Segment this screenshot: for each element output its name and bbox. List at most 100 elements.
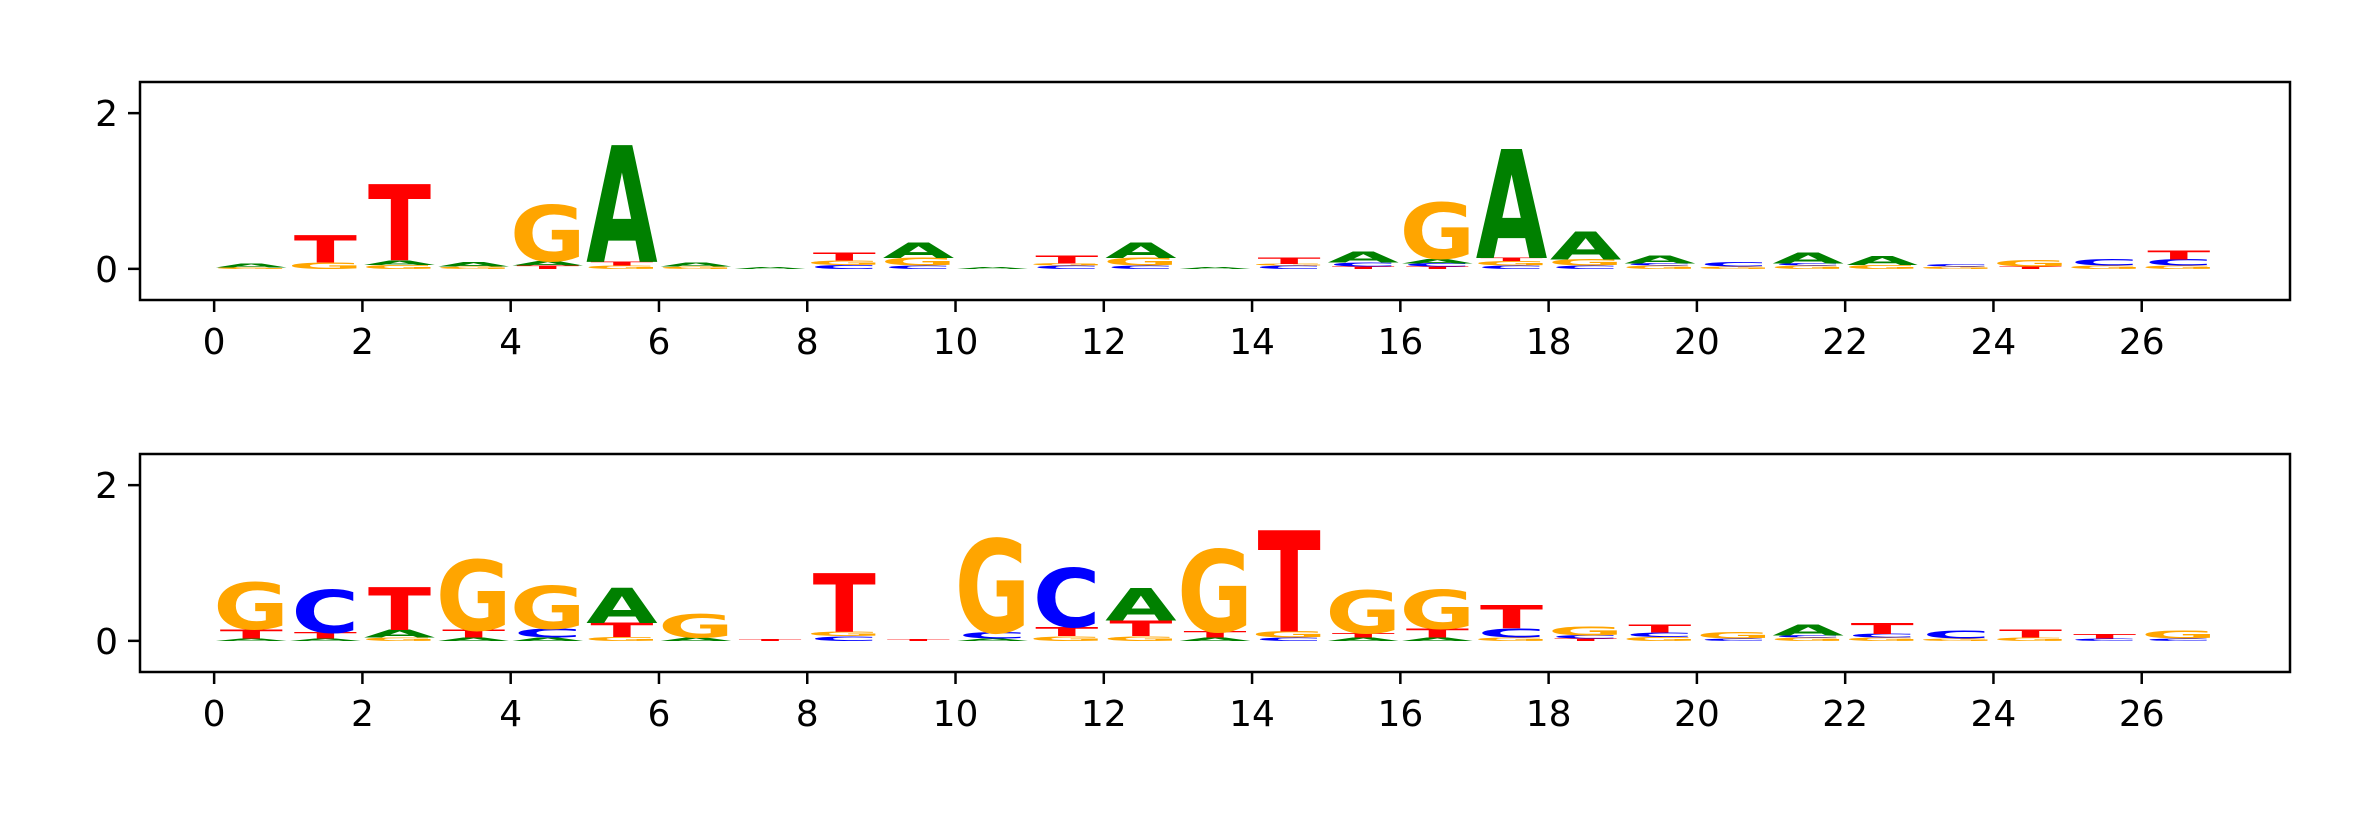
x-tick-label: 14	[1229, 322, 1275, 363]
logo-letter-A: A	[438, 637, 510, 642]
logo-letter-C: C	[1922, 264, 1990, 268]
logo-letter-A: A	[1105, 580, 1177, 632]
logo-letter-G: G	[881, 256, 957, 268]
logo-letter-C: C	[1700, 261, 1768, 268]
logo-letter-T: T	[516, 265, 580, 270]
logo-letter-C: C	[2145, 258, 2213, 268]
x-tick-label: 22	[1822, 694, 1868, 735]
logo-letter-A: A	[364, 628, 436, 640]
logo-letter-C: C	[885, 265, 953, 270]
logo-letter-A: A	[512, 637, 584, 642]
logo-letter-T: T	[1406, 626, 1469, 641]
logo-letter-T: T	[294, 228, 357, 271]
logo-letter-A: A	[883, 238, 955, 263]
x-tick-label: 24	[1971, 694, 2017, 735]
logo-letter-C: C	[514, 626, 582, 641]
x-tick-label: 0	[203, 322, 226, 363]
logo-letter-G: G	[1474, 260, 1550, 267]
x-tick-label: 0	[203, 694, 226, 735]
logo-letter-G: G	[1548, 624, 1624, 639]
logo-letter-T: T	[442, 628, 505, 640]
logo-letter-C: C	[1255, 265, 1323, 270]
x-tick-label: 8	[796, 694, 819, 735]
logo-letter-G: G	[1993, 637, 2069, 642]
logo-letter-T: T	[1480, 599, 1543, 636]
logo-letter-G: G	[1622, 265, 1698, 270]
logo-letter-G: G	[955, 514, 1031, 663]
logo-letter-A: A	[957, 638, 1029, 642]
logo-letter-C: C	[291, 578, 359, 646]
logo-letter-G: G	[658, 266, 734, 270]
logo-letter-G: G	[1622, 636, 1698, 642]
logo-letter-G: G	[1770, 265, 1846, 270]
logo-letter-A: A	[660, 637, 732, 642]
logo-letter-T: T	[1332, 266, 1396, 270]
logo-letter-T: T	[590, 619, 654, 641]
logo-letter-C: C	[1107, 265, 1175, 270]
x-tick-label: 20	[1674, 694, 1720, 735]
x-tick-label: 6	[648, 694, 671, 735]
logo-letter-G: G	[1474, 637, 1550, 642]
logo-letter-A: A	[586, 114, 658, 300]
axes-frame	[138, 80, 2292, 302]
logo-letter-G: G	[806, 259, 882, 266]
x-tick-label: 22	[1822, 322, 1868, 363]
logo-letter-A: A	[957, 267, 1029, 269]
logo-letter-T: T	[1332, 632, 1395, 639]
logo-letter-C: C	[1774, 635, 1842, 639]
logo-letter-A: A	[1328, 249, 1400, 266]
logo-letter-A: A	[1328, 637, 1400, 642]
logo-letter-C: C	[810, 264, 878, 270]
logo-letter-G: G	[1770, 637, 1846, 642]
logo-letter-T: T	[1035, 254, 1098, 266]
logo-letter-A: A	[290, 638, 362, 642]
logo-letter-G: G	[1325, 579, 1401, 647]
logo-letter-G: G	[584, 636, 660, 642]
logo-letter-C: C	[1774, 263, 1842, 267]
logo-letter-A: A	[215, 638, 287, 642]
logo-letter-C: C	[1255, 637, 1323, 642]
x-tick-label: 24	[1971, 322, 2017, 363]
logo-letter-T: T	[1109, 616, 1172, 641]
x-tick-label: 12	[1081, 694, 1127, 735]
logo-letter-A: A	[512, 260, 584, 267]
logo-letter-C: C	[810, 635, 878, 642]
logo-letter-A: A	[1179, 637, 1251, 642]
logo-letter-C: C	[1033, 265, 1101, 270]
logo-letter-G: G	[1029, 635, 1105, 642]
logo-letter-T: T	[368, 164, 431, 286]
logo-letter-T: T	[294, 631, 357, 641]
logo-letter-G: G	[510, 191, 586, 281]
logo-letter-T: T	[813, 250, 876, 262]
logo-letter-C: C	[1552, 265, 1620, 270]
x-tick-label: 4	[499, 694, 522, 735]
logo-letter-T: T	[2147, 248, 2210, 263]
logo-letter-G: G	[1918, 638, 1994, 642]
logo-letter-G: G	[1251, 264, 1327, 266]
logo-letter-C: C	[1848, 633, 1916, 639]
logo-letter-G: G	[806, 630, 882, 637]
logo-letter-G: G	[436, 266, 512, 270]
logo-letter-C: C	[2071, 638, 2139, 642]
x-tick-label: 18	[1526, 322, 1572, 363]
logo-letter-A: A	[1846, 253, 1918, 268]
x-tick-label: 2	[351, 322, 374, 363]
logo-letter-T: T	[1480, 257, 1544, 262]
x-tick-label: 4	[499, 322, 522, 363]
logo-letter-T: T	[1406, 266, 1470, 270]
y-tick-label: 0	[95, 250, 118, 291]
x-tick-label: 26	[2119, 694, 2165, 735]
logo-letter-T: T	[2073, 633, 2136, 640]
logo-letter-A: A	[586, 579, 658, 634]
logo-letter-T: T	[590, 261, 654, 267]
logo-letter-A: A	[438, 261, 510, 268]
axes-frame	[138, 452, 2292, 674]
logo-letter-A: A	[1476, 121, 1548, 294]
logo-letter-T: T	[1258, 503, 1321, 664]
logo-letter-C: C	[2145, 638, 2213, 642]
logo-letter-A: A	[364, 259, 436, 266]
x-tick-label: 26	[2119, 322, 2165, 363]
logo-letter-T: T	[1999, 266, 2063, 270]
logo-letter-G: G	[213, 570, 289, 645]
